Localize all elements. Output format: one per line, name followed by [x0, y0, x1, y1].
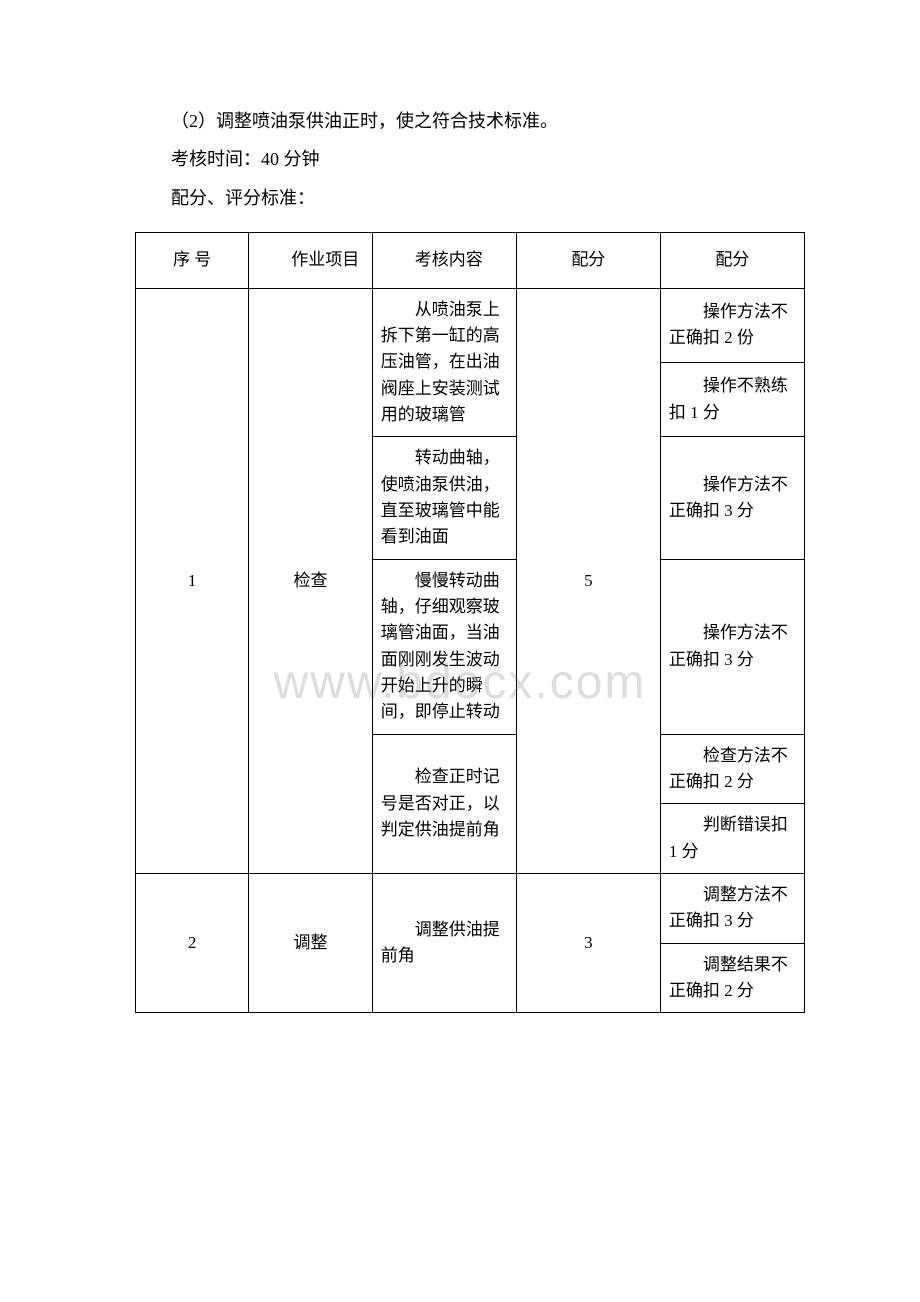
content-cell: 转动曲轴，使喷油泵供油，直至玻璃管中能看到油面	[372, 437, 516, 559]
intro-line-1: （2）调整喷油泵供油正时，使之符合技术标准。	[135, 105, 805, 137]
deduct-cell: 判断错误扣 1 分	[660, 804, 804, 874]
intro-line-2: 考核时间：40 分钟	[135, 143, 805, 175]
deduct-cell: 调整结果不正确扣 2 分	[660, 943, 804, 1013]
deduct-cell: 操作不熟练扣 1 分	[660, 362, 804, 436]
item-cell: 调整	[249, 874, 373, 1013]
content-cell: 检查正时记号是否对正，以判定供油提前角	[372, 734, 516, 873]
content-cell: 从喷油泵上拆下第一缸的高压油管，在出油阀座上安装测试用的玻璃管	[372, 288, 516, 437]
header-seq: 序 号	[136, 233, 249, 288]
header-deduct: 配分	[660, 233, 804, 288]
scoring-table: 序 号 作业项目 考核内容 配分 配分 1 检查 从喷油泵上拆下第一缸的高压油管…	[135, 232, 805, 1013]
item-cell: 检查	[249, 288, 373, 874]
deduct-cell: 操作方法不正确扣 3 分	[660, 559, 804, 734]
seq-cell: 2	[136, 874, 249, 1013]
header-content: 考核内容	[372, 233, 516, 288]
deduct-cell: 调整方法不正确扣 3 分	[660, 874, 804, 944]
deduct-cell: 操作方法不正确扣 2 份	[660, 288, 804, 362]
content-cell: 调整供油提前角	[372, 874, 516, 1013]
table-row: 1 检查 从喷油泵上拆下第一缸的高压油管，在出油阀座上安装测试用的玻璃管 5 操…	[136, 288, 805, 362]
intro-line-3: 配分、评分标准：	[135, 182, 805, 214]
score-cell: 3	[516, 874, 660, 1013]
score-cell: 5	[516, 288, 660, 874]
content-cell: 慢慢转动曲轴，仔细观察玻璃管油面，当油面刚刚发生波动开始上升的瞬间，即停止转动	[372, 559, 516, 734]
seq-cell: 1	[136, 288, 249, 874]
header-item: 作业项目	[249, 233, 373, 288]
table-row: 2 调整 调整供油提前角 3 调整方法不正确扣 3 分	[136, 874, 805, 944]
deduct-cell: 操作方法不正确扣 3 分	[660, 437, 804, 559]
table-header-row: 序 号 作业项目 考核内容 配分 配分	[136, 233, 805, 288]
deduct-cell: 检查方法不正确扣 2 分	[660, 734, 804, 804]
header-score: 配分	[516, 233, 660, 288]
